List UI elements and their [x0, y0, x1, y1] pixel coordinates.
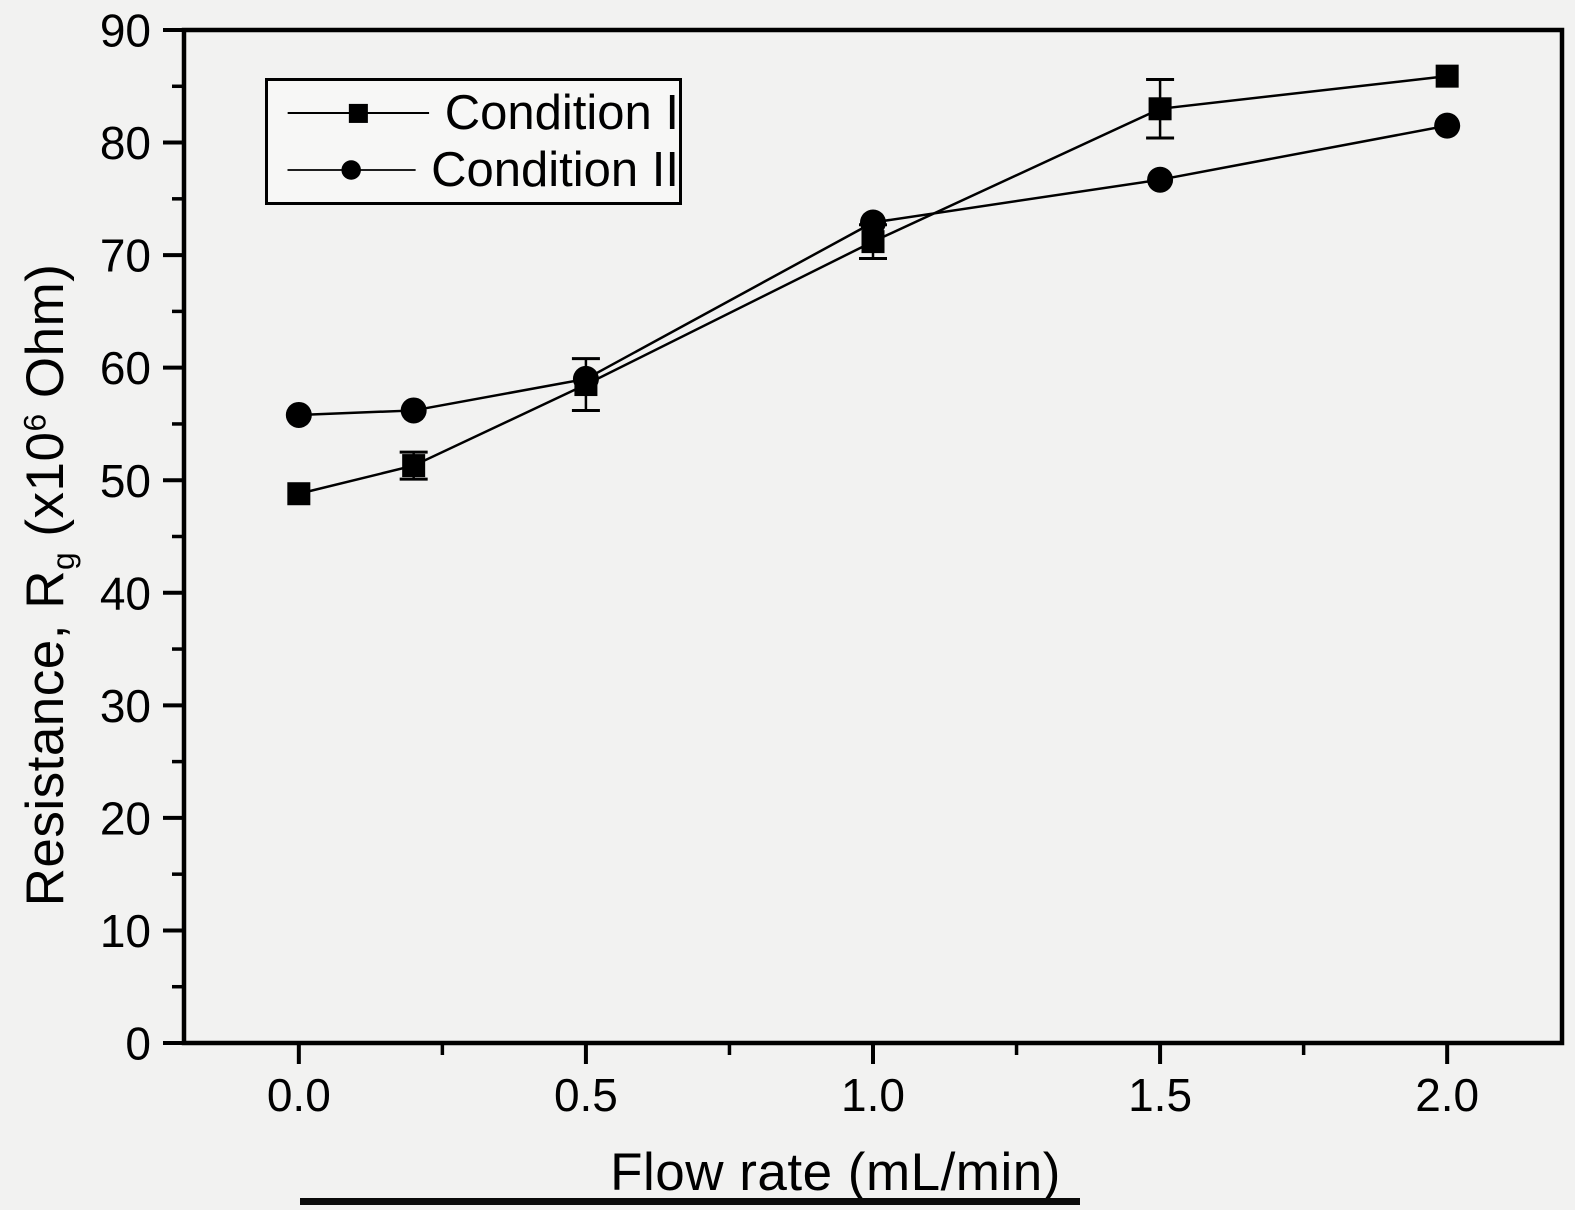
- circle-marker: [1147, 166, 1174, 193]
- data-series: [285, 64, 1461, 506]
- series-line: [298, 124, 1448, 417]
- y-axis-title: Resistance, Rg (x106 Ohm): [15, 135, 82, 1035]
- y-axis-title-part: Resistance, R: [16, 570, 75, 907]
- circle-marker: [572, 365, 599, 392]
- legend-square-marker-icon: [287, 103, 430, 123]
- legend: Condition I Condition II: [265, 78, 682, 205]
- legend-entry-condition-2: Condition II: [286, 143, 679, 198]
- legend-circle-marker-icon: [287, 160, 416, 181]
- y-tick-label: 30: [100, 680, 151, 732]
- square-marker: [861, 230, 885, 254]
- x-axis-title: Flow rate (mL/min): [610, 1143, 1061, 1202]
- x-tick-label: 1.5: [1128, 1069, 1192, 1121]
- axis-ticks: [163, 28, 1450, 1064]
- y-tick-label: 0: [125, 1018, 151, 1070]
- cropped-caption-bar: [300, 1198, 1080, 1205]
- y-axis-title-part: g: [45, 551, 82, 571]
- x-tick-label: 2.0: [1415, 1069, 1479, 1121]
- circle-marker: [400, 397, 427, 424]
- y-tick-label: 10: [100, 905, 151, 957]
- y-axis-title-part: 6: [16, 413, 53, 432]
- x-tick-label: 0.0: [267, 1069, 331, 1121]
- y-axis-title-part: (x10: [16, 431, 75, 552]
- y-tick-label: 60: [100, 342, 151, 394]
- legend-label: Condition I: [444, 85, 679, 140]
- square-marker: [1435, 64, 1459, 88]
- y-tick-label: 20: [100, 792, 151, 844]
- legend-entry-condition-1: Condition I: [286, 85, 679, 140]
- square-marker: [402, 454, 426, 478]
- circle-marker: [285, 401, 312, 428]
- x-tick-label: 0.5: [554, 1069, 618, 1121]
- circle-marker: [860, 209, 886, 236]
- y-tick-label: 40: [100, 567, 151, 619]
- y-tick-label: 90: [100, 5, 151, 57]
- y-tick-label: 50: [100, 455, 151, 507]
- series-line: [298, 74, 1448, 495]
- legend-label: Condition II: [431, 143, 679, 198]
- y-tick-label: 80: [100, 117, 151, 169]
- square-marker: [287, 482, 311, 506]
- x-tick-label: 1.0: [841, 1069, 905, 1121]
- circle-marker: [1434, 112, 1461, 139]
- axis-tick-labels: 0 10 20 30 40 50 60 70 80 90 0.0 0.5 1.0 1.5 2.0: [100, 5, 1479, 1121]
- square-marker: [1148, 97, 1172, 121]
- y-axis-title-part: Ohm): [16, 263, 75, 414]
- y-tick-label: 70: [100, 230, 151, 282]
